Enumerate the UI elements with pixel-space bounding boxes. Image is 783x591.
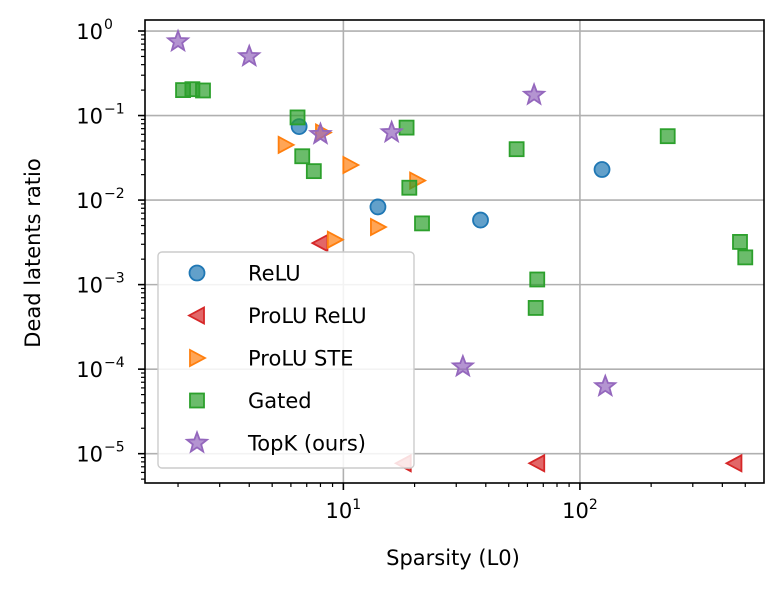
point-prolu-relu [527, 453, 546, 473]
point-gated [737, 249, 754, 266]
point-gated [294, 148, 311, 165]
legend: ReLU ProLU ReLU ProLU STE Gated TopK (ours) [157, 251, 415, 469]
y-tick-label: 10 [76, 105, 103, 129]
y-tick-exponent: 0 [104, 17, 113, 33]
y-tick-exponent: −2 [104, 186, 125, 202]
point-topk-ours [592, 373, 618, 397]
legend-label: Gated [248, 389, 312, 413]
y-tick-exponent: −4 [104, 355, 125, 371]
legend-marker [189, 348, 207, 368]
y-axis-label: Dead latents ratio [21, 158, 45, 347]
y-tick-exponent: −5 [104, 440, 125, 456]
legend-marker [188, 264, 206, 282]
x-tick-label: 101 [326, 497, 362, 523]
point-prolu-ste [326, 230, 345, 250]
point-topk-ours [236, 43, 262, 68]
point-topk-ours [450, 353, 476, 378]
point-gated [195, 82, 211, 99]
point-prolu-relu [310, 233, 329, 253]
point-gated [527, 300, 544, 316]
point-gated [289, 109, 306, 126]
x-tick-label: 102 [562, 497, 598, 523]
point-topk-ours [521, 81, 547, 106]
point-topk-ours [379, 119, 405, 144]
plot-frame [144, 19, 765, 484]
point-gated [529, 271, 546, 288]
point-gated [414, 215, 430, 232]
point-topk-ours [165, 28, 191, 53]
point-gated [732, 234, 748, 250]
point-relu [472, 211, 489, 229]
y-tick-label: 10 [76, 189, 103, 213]
legend-box [157, 251, 415, 469]
point-gated [401, 179, 418, 196]
legend-marker [187, 306, 205, 325]
y-tick-exponent: −3 [104, 271, 125, 287]
y-tick-label: 10 [76, 443, 103, 467]
legend-marker [189, 392, 205, 409]
y-tick-exponent: −1 [104, 102, 125, 118]
point-gated [398, 119, 415, 136]
y-tick-label: 10 [76, 20, 103, 44]
point-topk-ours [308, 121, 333, 145]
point-gated [659, 128, 676, 145]
legend-label: ProLU STE [248, 347, 353, 371]
point-relu [593, 161, 611, 178]
point-prolu-ste [342, 155, 361, 175]
point-gated [305, 163, 322, 180]
legend-label: TopK (ours) [247, 432, 366, 456]
y-tick-label: 10 [76, 274, 103, 298]
legend-label: ReLU [248, 262, 301, 286]
point-prolu-ste [370, 217, 388, 237]
point-prolu-relu [724, 453, 743, 473]
point-relu [369, 198, 387, 216]
x-axis-label: Sparsity (L0) [386, 546, 520, 570]
legend-label: ProLU ReLU [248, 304, 367, 328]
point-gated [508, 141, 525, 158]
y-tick-label: 10 [76, 358, 103, 382]
point-prolu-ste [277, 135, 296, 155]
legend-marker [184, 429, 210, 454]
